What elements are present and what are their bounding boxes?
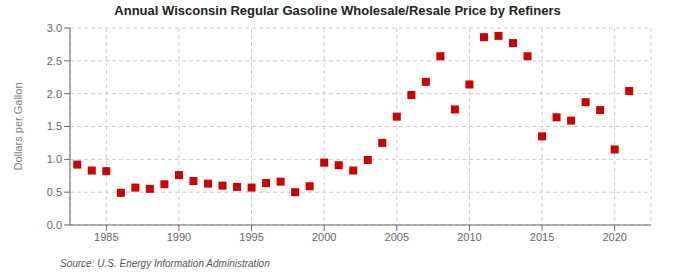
svg-text:0.5: 0.5 (47, 186, 62, 198)
html-text:Annual Wisconsin Regular Gasol: Annual Wisconsin Regular Gasoline Wholes… (114, 3, 561, 18)
svg-text:1.5: 1.5 (47, 120, 62, 132)
svg-text:1.0: 1.0 (47, 153, 62, 165)
svg-text:2.0: 2.0 (47, 88, 62, 100)
svg-text:2015: 2015 (530, 231, 554, 243)
svg-text:0.0: 0.0 (47, 219, 62, 231)
svg-text:2020: 2020 (602, 231, 626, 243)
html-text:Source: U.S. Energy Informatio: Source: U.S. Energy Information Administ… (60, 258, 270, 269)
svg-text:2.5: 2.5 (47, 55, 62, 67)
svg-text:1995: 1995 (239, 231, 263, 243)
svg-text:2005: 2005 (385, 231, 409, 243)
svg-text:2010: 2010 (457, 231, 481, 243)
svg-text:1990: 1990 (167, 231, 191, 243)
svg-text:2000: 2000 (312, 231, 336, 243)
svg-text:3.0: 3.0 (47, 22, 62, 34)
svg-text:1985: 1985 (94, 231, 118, 243)
svg-text:Dollars per Gallon: Dollars per Gallon (12, 82, 24, 170)
